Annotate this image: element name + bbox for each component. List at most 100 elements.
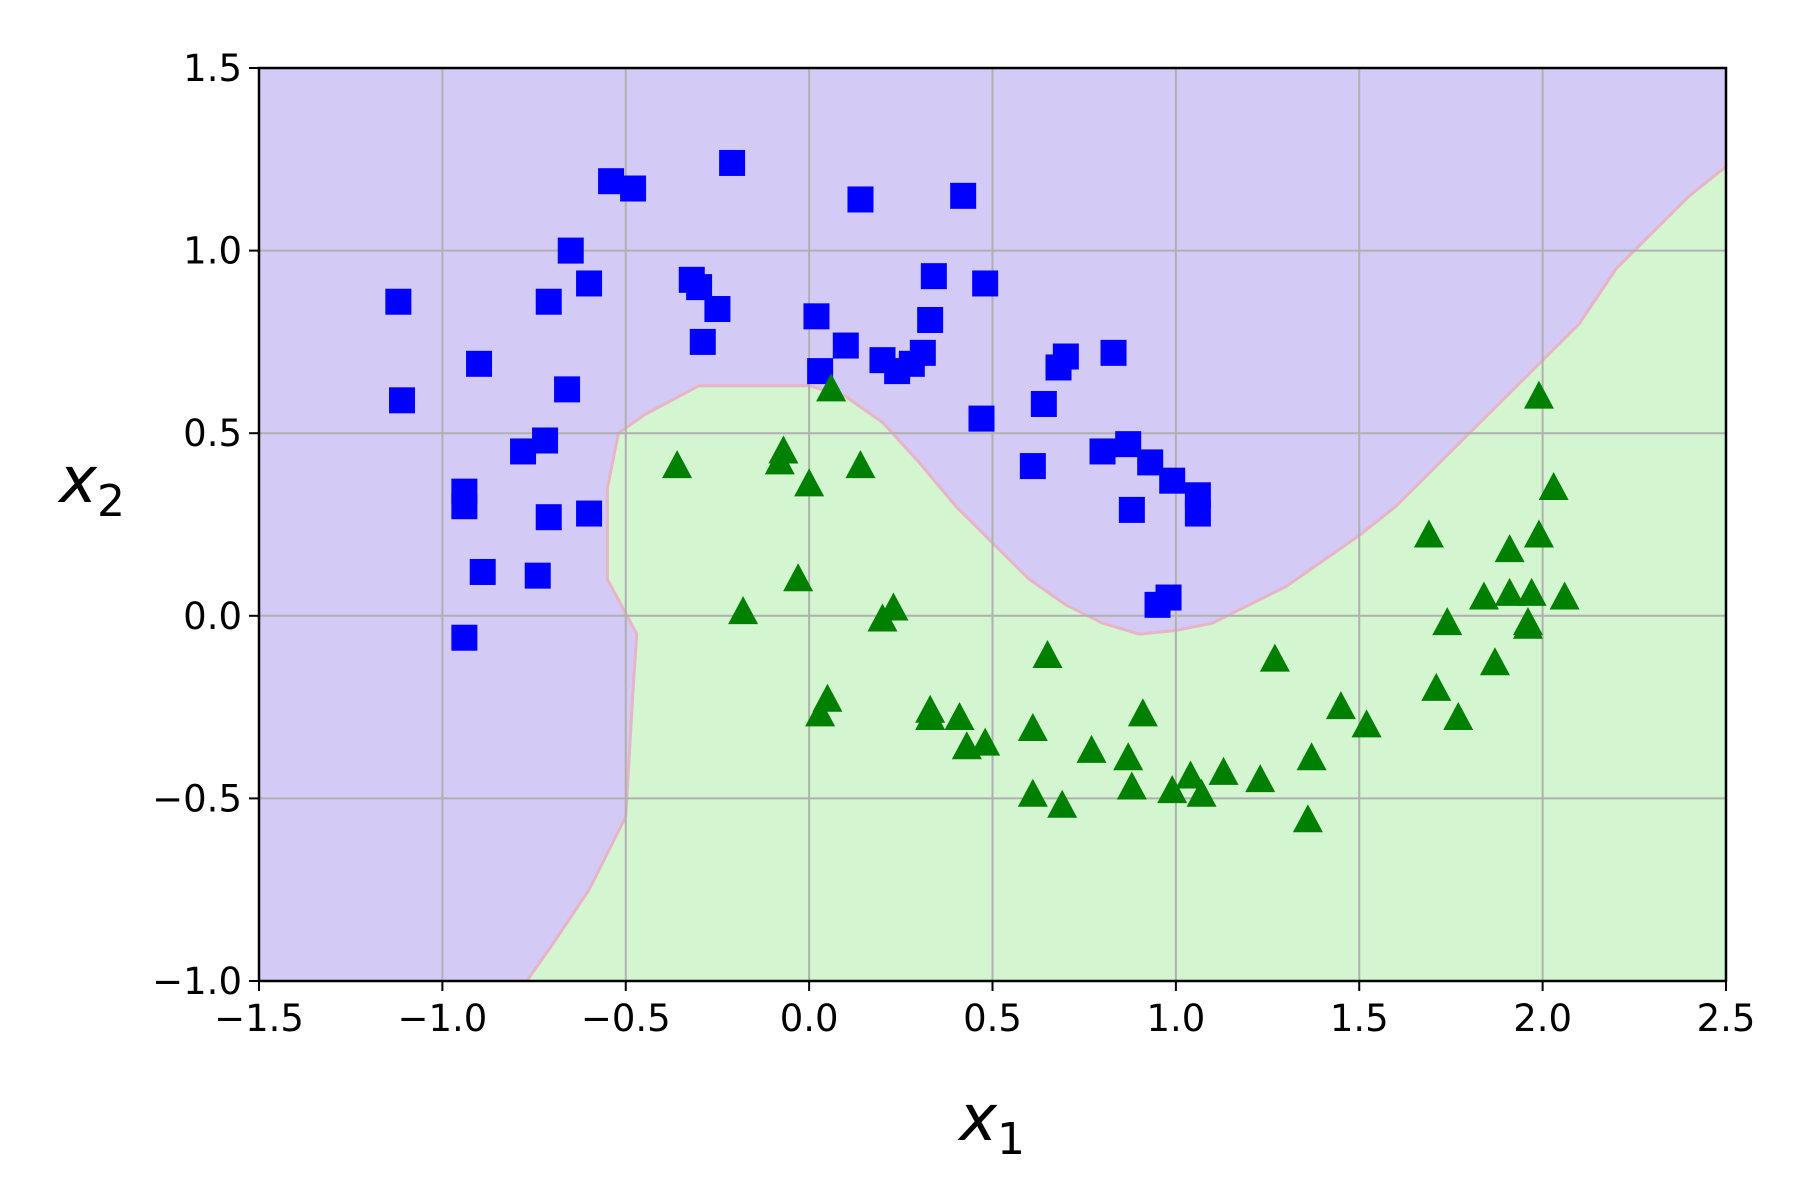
square-point bbox=[598, 168, 625, 195]
triangle-point bbox=[1432, 607, 1463, 636]
square-point bbox=[1118, 496, 1145, 523]
square-point bbox=[1115, 431, 1142, 458]
plot-area bbox=[259, 68, 1726, 981]
triangle-point bbox=[845, 450, 876, 479]
grid bbox=[259, 68, 1726, 981]
decision-boundary bbox=[525, 165, 1726, 981]
triangle-point bbox=[1076, 734, 1107, 763]
square-point bbox=[389, 387, 416, 414]
triangle-point bbox=[1523, 380, 1554, 409]
x-tick-label: −1.0 bbox=[397, 997, 487, 1040]
square-point bbox=[524, 562, 551, 589]
triangle-point bbox=[1443, 702, 1474, 731]
x-tick-label: 0.0 bbox=[780, 997, 839, 1040]
square-point bbox=[1019, 453, 1046, 480]
square-point bbox=[576, 500, 603, 527]
triangle-point bbox=[728, 596, 759, 625]
square-point bbox=[1030, 390, 1057, 417]
x-axis-label-main: x bbox=[957, 1082, 998, 1156]
triangle-point bbox=[1292, 804, 1323, 833]
square-point bbox=[1155, 584, 1182, 611]
class-1-region bbox=[526, 166, 1726, 981]
square-point bbox=[1052, 343, 1079, 370]
x-axis-label-subscript: 1 bbox=[997, 1114, 1025, 1165]
square-point bbox=[469, 558, 496, 585]
square-point bbox=[968, 405, 995, 432]
triangle-point bbox=[1523, 519, 1554, 548]
axis-ticks: −1.5 −1.0 −0.5 0.0 0.5 1.0 1.5 2.0 2.5−1.0−0.50.… bbox=[152, 47, 1755, 1040]
square-point bbox=[920, 263, 947, 290]
square-point bbox=[832, 332, 859, 359]
y-tick-label: 1.5 bbox=[183, 47, 242, 90]
square-point bbox=[385, 288, 412, 315]
x-tick-label: −0.5 bbox=[581, 997, 671, 1040]
triangle-point bbox=[1186, 778, 1217, 807]
data-points bbox=[385, 149, 1580, 833]
triangle-point bbox=[1468, 581, 1499, 610]
triangle-point bbox=[768, 435, 799, 464]
triangle-point bbox=[1494, 577, 1525, 606]
square-point bbox=[1159, 467, 1186, 494]
square-point bbox=[1137, 449, 1164, 476]
square-point bbox=[451, 624, 478, 651]
square-point bbox=[451, 493, 478, 520]
triangle-point bbox=[1032, 639, 1063, 668]
y-axis-label-main: x bbox=[57, 444, 98, 518]
x-tick-label: 1.0 bbox=[1146, 997, 1205, 1040]
triangle-point bbox=[783, 563, 814, 592]
triangle-point bbox=[1245, 764, 1276, 793]
square-point bbox=[909, 339, 936, 366]
y-tick-label: 0.0 bbox=[183, 595, 242, 638]
x-tick-label: 2.0 bbox=[1513, 997, 1572, 1040]
triangle-point bbox=[1549, 581, 1580, 610]
triangle-point bbox=[1116, 771, 1147, 800]
square-point bbox=[532, 427, 559, 454]
x-tick-label: 0.5 bbox=[963, 997, 1022, 1040]
x-tick-label: −1.5 bbox=[214, 997, 304, 1040]
y-tick-label: −1.0 bbox=[152, 960, 242, 1003]
square-point bbox=[950, 182, 977, 209]
triangle-point bbox=[1017, 778, 1048, 807]
triangle-point bbox=[1512, 607, 1543, 636]
x-axis-label: x1 bbox=[957, 1082, 1025, 1165]
triangle-point bbox=[805, 698, 836, 727]
triangle-point bbox=[1127, 698, 1158, 727]
triangle-point bbox=[1259, 643, 1290, 672]
triangle-point bbox=[1047, 789, 1078, 818]
y-tick-label: 1.0 bbox=[183, 230, 242, 273]
triangle-point bbox=[1296, 742, 1327, 771]
square-point bbox=[535, 288, 562, 315]
triangle-point bbox=[1538, 471, 1569, 500]
square-point bbox=[917, 306, 944, 333]
triangle-point bbox=[1413, 519, 1444, 548]
square-point bbox=[719, 149, 746, 176]
square-point bbox=[576, 270, 603, 297]
triangle-point bbox=[970, 727, 1001, 756]
triangle-point bbox=[1479, 647, 1510, 676]
triangle-point bbox=[878, 592, 909, 621]
square-point bbox=[847, 186, 874, 213]
triangle-point bbox=[1017, 713, 1048, 742]
triangle-point bbox=[1325, 691, 1356, 720]
triangle-point bbox=[944, 702, 975, 731]
triangle-point bbox=[1494, 534, 1525, 563]
triangle-point bbox=[1208, 756, 1239, 785]
triangle-point bbox=[1113, 742, 1144, 771]
square-point bbox=[535, 504, 562, 531]
square-point bbox=[1184, 500, 1211, 527]
square-point bbox=[803, 303, 830, 330]
triangle-point bbox=[662, 450, 693, 479]
square-point bbox=[689, 328, 716, 355]
triangle-point bbox=[1157, 775, 1188, 804]
x-tick-label: 1.5 bbox=[1330, 997, 1389, 1040]
square-point bbox=[1089, 438, 1116, 465]
y-axis-label-subscript: 2 bbox=[97, 476, 125, 527]
square-point bbox=[686, 274, 713, 301]
triangle-point bbox=[1351, 709, 1382, 738]
square-point bbox=[620, 175, 647, 202]
y-tick-label: −0.5 bbox=[152, 777, 242, 820]
square-point bbox=[510, 438, 537, 465]
triangle-point bbox=[816, 373, 847, 402]
triangle-point bbox=[812, 683, 843, 712]
